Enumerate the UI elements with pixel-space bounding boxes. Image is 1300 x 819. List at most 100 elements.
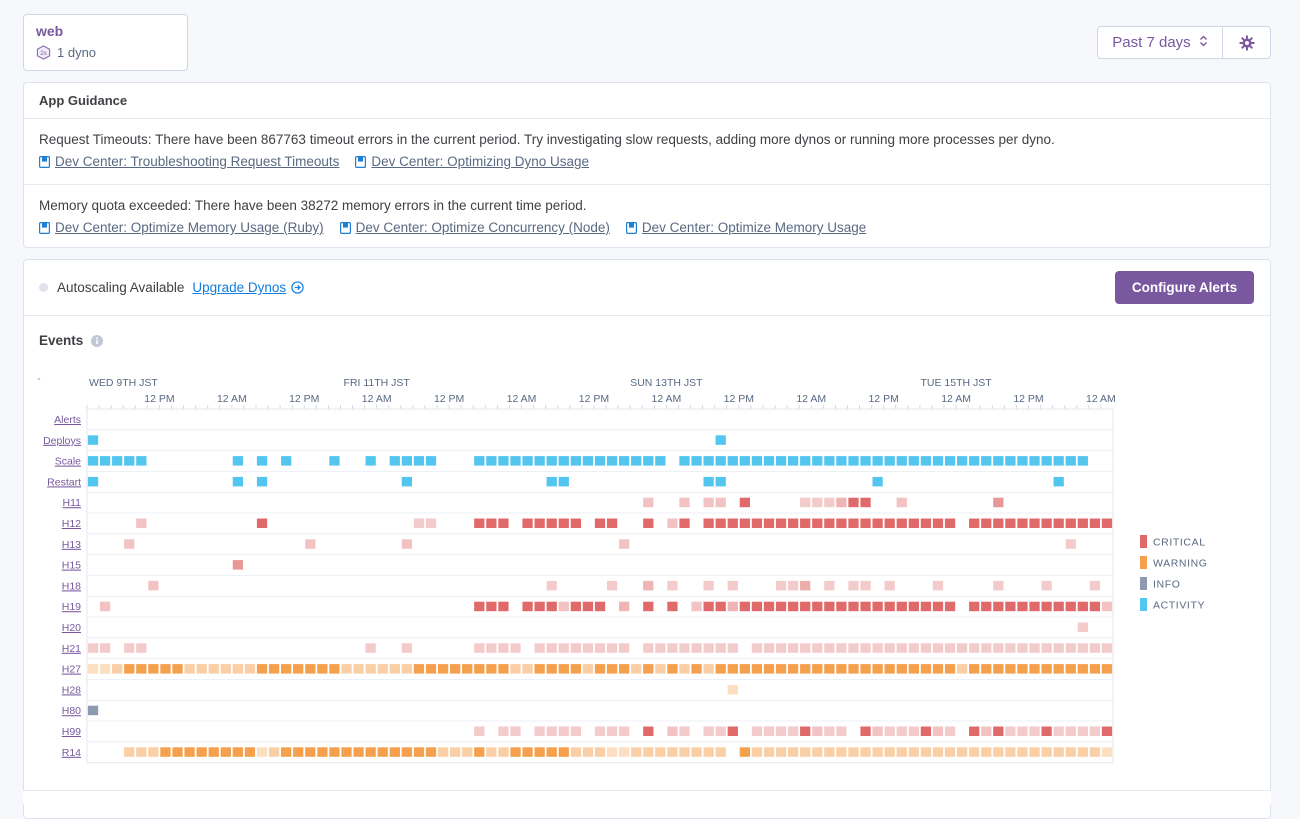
event-cell[interactable] — [800, 643, 811, 653]
event-cell[interactable] — [546, 643, 557, 653]
event-cell[interactable] — [1005, 726, 1016, 737]
event-cell[interactable] — [643, 497, 654, 508]
event-cell[interactable] — [244, 664, 256, 674]
event-cell[interactable] — [619, 601, 630, 612]
event-cell[interactable] — [1077, 518, 1088, 529]
event-cell[interactable] — [872, 601, 883, 612]
event-cell[interactable] — [956, 664, 968, 674]
event-cell[interactable] — [413, 747, 425, 757]
event-cell[interactable] — [860, 664, 871, 674]
event-cell[interactable] — [812, 456, 823, 466]
event-cell[interactable] — [534, 664, 545, 674]
event-cell[interactable] — [1017, 747, 1028, 757]
event-cell[interactable] — [437, 747, 449, 757]
event-cell[interactable] — [715, 435, 726, 445]
event-cell[interactable] — [993, 601, 1004, 612]
event-cell[interactable] — [643, 747, 654, 757]
event-cell[interactable] — [389, 456, 400, 466]
info-icon[interactable] — [91, 334, 104, 347]
event-cell[interactable] — [582, 601, 594, 612]
event-cell[interactable] — [800, 601, 811, 612]
event-cell[interactable] — [124, 456, 135, 466]
event-cell[interactable] — [498, 664, 509, 674]
event-cell[interactable] — [703, 518, 714, 529]
event-cell[interactable] — [655, 643, 666, 653]
event-cell[interactable] — [546, 518, 557, 529]
event-cell[interactable] — [691, 747, 702, 757]
event-cell[interactable] — [606, 456, 618, 466]
event-cell[interactable] — [848, 747, 859, 757]
event-cell[interactable] — [1029, 747, 1040, 757]
event-cell[interactable] — [944, 664, 956, 674]
event-cell[interactable] — [824, 518, 835, 529]
event-cell[interactable] — [1089, 747, 1101, 757]
event-cell[interactable] — [1005, 518, 1016, 529]
event-cell[interactable] — [993, 664, 1004, 674]
event-cell[interactable] — [486, 664, 497, 674]
event-cell[interactable] — [1065, 664, 1076, 674]
upgrade-dynos-link[interactable]: Upgrade Dynos — [192, 280, 287, 295]
event-cell[interactable] — [401, 476, 413, 487]
event-cell[interactable] — [558, 643, 569, 653]
event-cell[interactable] — [365, 643, 376, 653]
event-cell[interactable] — [293, 664, 304, 674]
event-cell[interactable] — [763, 643, 775, 653]
event-cell[interactable] — [667, 726, 678, 737]
event-cell[interactable] — [812, 747, 823, 757]
event-cell[interactable] — [474, 643, 485, 653]
event-cell[interactable] — [99, 601, 111, 612]
event-cell[interactable] — [172, 664, 183, 674]
event-cell[interactable] — [474, 601, 485, 612]
event-cell[interactable] — [1101, 747, 1113, 757]
event-cell[interactable] — [510, 747, 521, 757]
event-cell[interactable] — [148, 664, 159, 674]
event-cell[interactable] — [570, 664, 581, 674]
event-cell[interactable] — [232, 456, 244, 466]
event-cell[interactable] — [715, 518, 726, 529]
event-cell[interactable] — [932, 643, 944, 653]
event-cell[interactable] — [1089, 580, 1101, 591]
event-cell[interactable] — [619, 747, 630, 757]
row-label-h21[interactable]: H21 — [62, 643, 81, 655]
row-label-h12[interactable]: H12 — [62, 518, 81, 530]
event-cell[interactable] — [389, 664, 400, 674]
event-cell[interactable] — [860, 580, 871, 591]
event-cell[interactable] — [920, 601, 932, 612]
event-cell[interactable] — [196, 747, 207, 757]
event-cell[interactable] — [232, 560, 244, 570]
event-cell[interactable] — [727, 684, 738, 695]
event-cell[interactable] — [522, 664, 533, 674]
event-cell[interactable] — [1065, 539, 1076, 549]
event-cell[interactable] — [932, 747, 944, 757]
event-cell[interactable] — [715, 747, 726, 757]
event-cell[interactable] — [546, 726, 557, 737]
event-cell[interactable] — [1017, 664, 1028, 674]
event-cell[interactable] — [836, 601, 847, 612]
event-cell[interactable] — [920, 643, 932, 653]
event-cell[interactable] — [510, 456, 521, 466]
event-cell[interactable] — [775, 643, 787, 653]
event-cell[interactable] — [981, 518, 992, 529]
event-cell[interactable] — [703, 664, 714, 674]
event-cell[interactable] — [377, 664, 388, 674]
event-cell[interactable] — [365, 747, 376, 757]
event-cell[interactable] — [787, 726, 799, 737]
event-cell[interactable] — [715, 497, 726, 508]
event-cell[interactable] — [691, 456, 702, 466]
event-cell[interactable] — [124, 539, 135, 549]
event-cell[interactable] — [498, 643, 509, 653]
event-cell[interactable] — [679, 664, 690, 674]
event-cell[interactable] — [715, 456, 726, 466]
event-cell[interactable] — [643, 643, 654, 653]
event-cell[interactable] — [281, 456, 292, 466]
event-cell[interactable] — [739, 664, 750, 674]
event-cell[interactable] — [281, 664, 292, 674]
event-cell[interactable] — [800, 726, 811, 737]
event-cell[interactable] — [896, 518, 907, 529]
event-cell[interactable] — [908, 726, 919, 737]
event-cell[interactable] — [365, 456, 376, 466]
event-cell[interactable] — [570, 456, 581, 466]
event-cell[interactable] — [87, 476, 99, 487]
event-cell[interactable] — [969, 456, 980, 466]
event-cell[interactable] — [763, 456, 775, 466]
